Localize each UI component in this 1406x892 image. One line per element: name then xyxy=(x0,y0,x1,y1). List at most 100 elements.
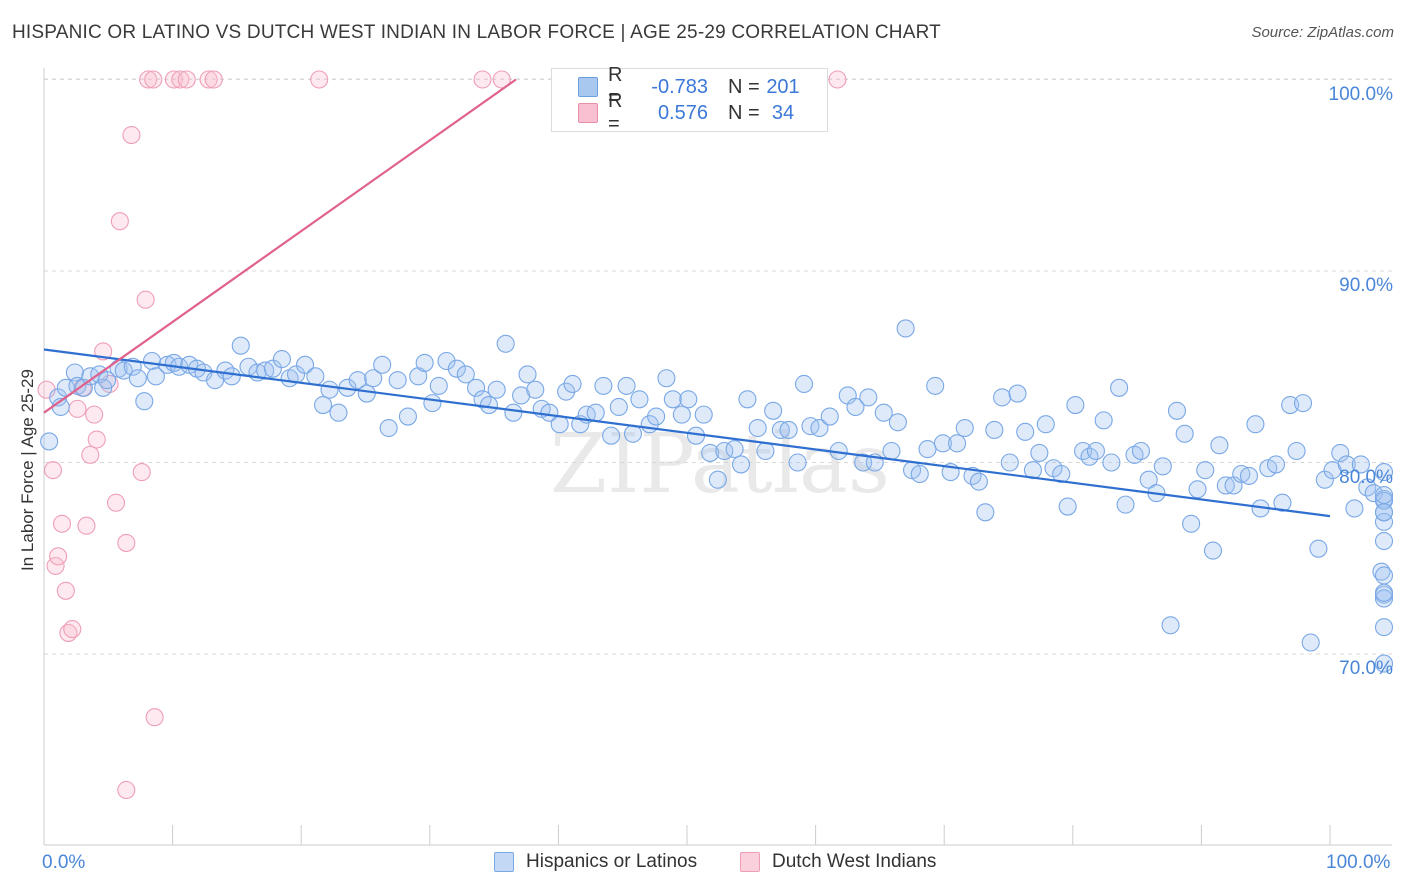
data-point xyxy=(1167,401,1187,420)
data-point xyxy=(1016,422,1035,441)
data-point xyxy=(437,351,456,371)
stats-legend: R = -0.783 N = 201 R = 0.576 N = 34 xyxy=(551,64,828,135)
data-point xyxy=(540,403,559,422)
y-axis-label-wrap: In Labor Force | Age 25-29 xyxy=(4,300,52,640)
data-point xyxy=(955,418,974,438)
data-point xyxy=(764,401,783,420)
data-point xyxy=(1203,541,1223,560)
data-point xyxy=(609,397,628,417)
data-point xyxy=(694,405,713,424)
data-point xyxy=(117,780,136,800)
data-point xyxy=(1008,384,1027,403)
data-point xyxy=(110,212,129,231)
data-point xyxy=(122,125,141,145)
data-point xyxy=(310,70,329,89)
data-point xyxy=(1030,443,1049,462)
data-point xyxy=(306,367,325,386)
data-point xyxy=(748,418,767,438)
axes xyxy=(43,68,1392,846)
data-point xyxy=(145,708,164,727)
data-point xyxy=(68,376,87,395)
data-point xyxy=(63,620,82,639)
legend-item-dutch[interactable]: Dutch West Indians xyxy=(740,851,936,873)
data-point xyxy=(68,399,87,418)
x-tick-max: 100.0% xyxy=(1326,852,1391,873)
data-point xyxy=(81,367,100,386)
data-point xyxy=(1374,486,1394,505)
data-point xyxy=(1161,616,1180,635)
data-point xyxy=(49,547,68,566)
data-point xyxy=(926,376,945,395)
data-point xyxy=(617,376,636,395)
data-point xyxy=(738,390,757,409)
data-point xyxy=(373,355,392,374)
data-point xyxy=(1266,455,1286,474)
data-point xyxy=(550,415,569,434)
data-point xyxy=(594,376,613,395)
data-point xyxy=(320,380,339,399)
data-point xyxy=(1246,415,1265,434)
legend-item-hispanic[interactable]: Hispanics or Latinos xyxy=(494,851,697,873)
data-point xyxy=(731,455,751,474)
data-point xyxy=(647,407,666,426)
data-point xyxy=(388,371,407,390)
data-point xyxy=(1345,499,1364,518)
data-point xyxy=(1139,470,1158,489)
data-point xyxy=(1086,441,1105,461)
data-point xyxy=(97,371,117,390)
data-point xyxy=(85,405,104,424)
data-point xyxy=(518,365,537,384)
data-point xyxy=(526,380,545,399)
y-tick-label: 90.0% xyxy=(1339,275,1393,296)
data-point xyxy=(1116,495,1135,514)
data-point xyxy=(1374,654,1394,673)
data-point xyxy=(379,418,398,438)
n-value: 201 xyxy=(766,75,800,98)
data-point xyxy=(204,70,223,89)
data-point xyxy=(1374,503,1394,522)
data-point xyxy=(557,382,576,401)
data-point xyxy=(135,392,154,411)
data-point xyxy=(1052,464,1071,484)
data-point xyxy=(725,440,744,459)
watermark: ZIPatlas xyxy=(550,417,890,512)
data-point xyxy=(1110,378,1129,397)
data-point xyxy=(144,70,163,89)
data-point xyxy=(701,443,720,462)
data-point xyxy=(40,432,59,451)
data-point xyxy=(492,70,511,89)
data-point xyxy=(672,405,691,424)
data-point xyxy=(1182,514,1201,533)
data-point xyxy=(1058,497,1077,516)
data-point xyxy=(1374,512,1394,531)
legend-row-hispanic: R = -0.783 N = 201 xyxy=(552,64,804,109)
data-point xyxy=(43,461,63,480)
data-point xyxy=(364,369,383,388)
data-point xyxy=(1196,461,1215,480)
data-point xyxy=(171,70,190,89)
data-point xyxy=(771,420,790,439)
data-point xyxy=(1210,436,1229,455)
data-point xyxy=(794,374,814,394)
data-point xyxy=(1066,395,1085,415)
data-point xyxy=(56,581,75,600)
n-value: 34 xyxy=(771,101,795,124)
data-point xyxy=(117,533,136,552)
data-point xyxy=(910,464,929,484)
data-point xyxy=(139,70,158,89)
series-hispanics-or-latinos xyxy=(40,319,1394,673)
y-tick-label: 70.0% xyxy=(1339,658,1393,679)
legend-swatch-hispanic xyxy=(578,77,598,97)
data-point xyxy=(993,388,1012,407)
data-point xyxy=(1315,470,1334,489)
data-point xyxy=(933,434,952,453)
data-point xyxy=(820,407,839,426)
data-point xyxy=(456,365,475,384)
data-point xyxy=(1351,455,1370,474)
data-point xyxy=(329,403,348,422)
y-tick-label: 80.0% xyxy=(1339,466,1393,488)
data-point xyxy=(467,378,486,397)
x-tick-min: 0.0% xyxy=(42,852,86,873)
data-point xyxy=(846,397,865,417)
